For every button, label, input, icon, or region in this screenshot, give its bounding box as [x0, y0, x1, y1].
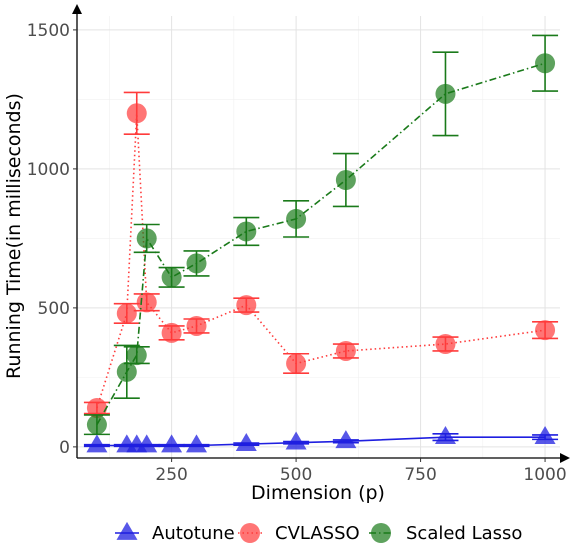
data-point [534, 425, 556, 444]
data-point [285, 431, 307, 450]
legend-label: CVLASSO [275, 523, 360, 544]
data-point [116, 303, 137, 324]
axis-layer: 250 500 750 1000 0 500 1000 1500 [27, 4, 570, 485]
data-point [240, 523, 260, 543]
data-point [286, 353, 307, 374]
y-axis-arrow-icon [72, 4, 82, 14]
data-point [236, 295, 257, 316]
series-line [96, 62, 546, 426]
data-point [161, 267, 182, 288]
y-tick-label: 0 [59, 438, 70, 458]
series-line [96, 113, 546, 409]
data-point [434, 425, 456, 444]
legend: Autotune CVLASSO Scaled Lasso [115, 521, 522, 544]
x-tick-label: 750 [404, 465, 436, 485]
x-axis-title: Dimension (p) [251, 482, 385, 504]
data-point [371, 523, 391, 543]
legend-item-cvlasso: CVLASSO [238, 523, 360, 544]
data-point [186, 253, 207, 274]
data-point [186, 315, 207, 336]
data-point [116, 521, 138, 540]
data-point [435, 83, 456, 104]
series-cvlasso [83, 91, 559, 418]
data-point [126, 345, 147, 366]
y-tick-label: 500 [38, 299, 70, 319]
legend-item-scaled-lasso: Scaled Lasso [369, 523, 522, 544]
x-tick-label: 500 [280, 465, 312, 485]
data-point [235, 432, 257, 451]
series-layer [83, 34, 559, 453]
x-tick-label: 250 [155, 465, 187, 485]
data-point [136, 434, 158, 453]
y-tick-label: 1500 [27, 21, 70, 41]
x-axis-arrow-icon [560, 453, 570, 463]
data-point [186, 434, 208, 453]
data-point [86, 434, 108, 453]
y-tick-label: 1000 [27, 160, 70, 180]
data-point [136, 292, 157, 313]
data-point [535, 320, 556, 341]
data-point [136, 228, 157, 249]
series-scaled-lasso [83, 34, 559, 436]
data-point [435, 334, 456, 355]
data-point [535, 53, 556, 74]
legend-label: Scaled Lasso [406, 523, 522, 544]
data-point [161, 322, 182, 343]
data-point [335, 430, 357, 449]
data-point [335, 170, 356, 191]
legend-label: Autotune [152, 523, 235, 544]
series-autotune [83, 425, 559, 453]
data-point [161, 434, 183, 453]
x-tick-label: 1000 [523, 465, 566, 485]
data-point [236, 221, 257, 242]
data-point [126, 103, 147, 124]
data-point [335, 340, 356, 361]
y-axis-title: Running Time(in milliseconds) [3, 93, 25, 379]
legend-item-autotune: Autotune [115, 521, 235, 544]
data-point [286, 208, 307, 229]
data-point [86, 414, 107, 435]
data-point [86, 397, 107, 418]
data-point [116, 361, 137, 382]
